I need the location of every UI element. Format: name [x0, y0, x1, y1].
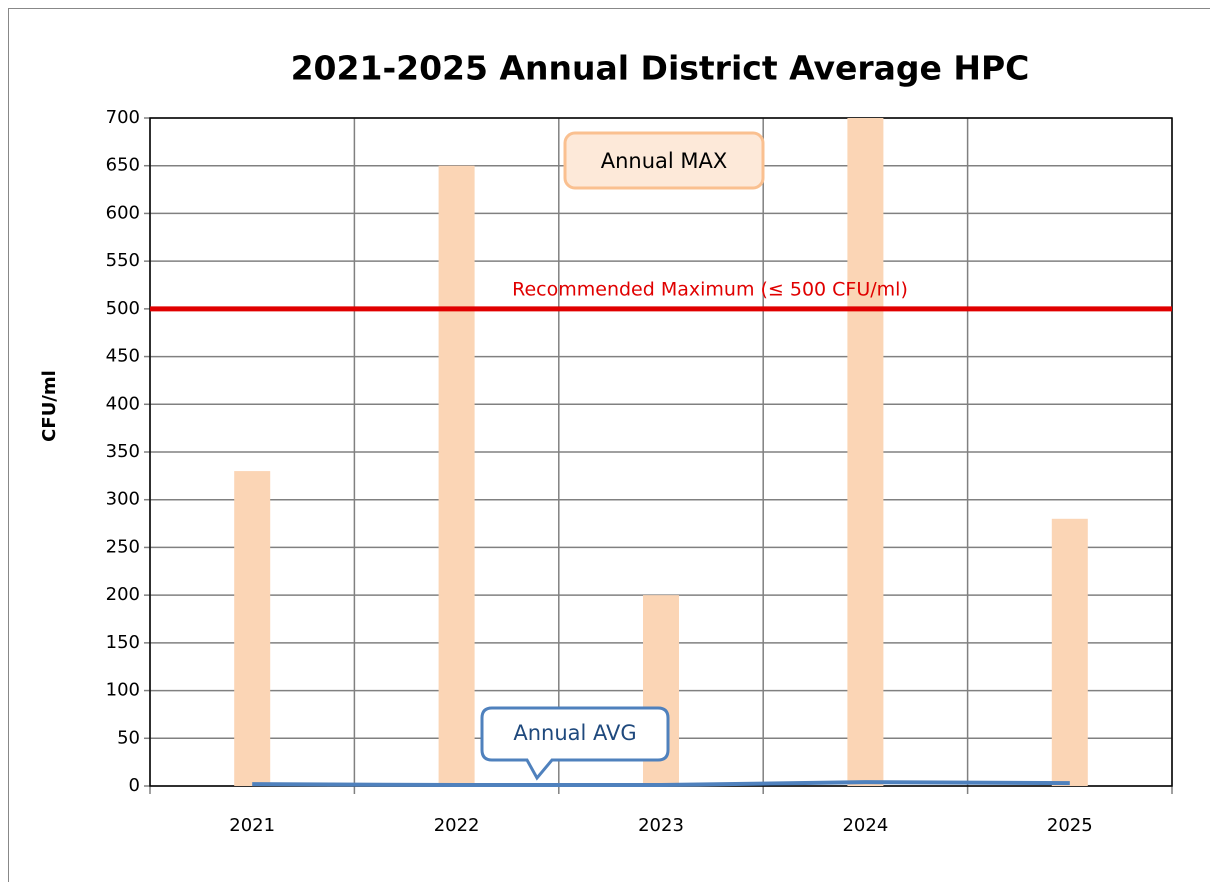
y-tick-label: 0 [129, 775, 140, 796]
callout-max-label: Annual MAX [601, 149, 728, 173]
bar [1051, 518, 1088, 786]
y-tick-label: 550 [106, 250, 140, 271]
y-axis-label: CFU/ml [39, 370, 60, 442]
y-tick-label: 400 [106, 393, 140, 414]
bar [438, 165, 475, 786]
y-tick-label: 600 [106, 202, 140, 223]
y-tick-label: 650 [106, 155, 140, 176]
y-tick-label: 100 [106, 680, 140, 701]
x-tick-label: 2024 [842, 815, 888, 836]
chart-title: 2021-2025 Annual District Average HPC [291, 49, 1030, 88]
y-tick-label: 200 [106, 584, 140, 605]
y-tick-label: 150 [106, 632, 140, 653]
x-tick-label: 2025 [1047, 815, 1093, 836]
callout-avg-label: Annual AVG [513, 721, 636, 745]
callout-max [563, 131, 765, 190]
bar [847, 118, 884, 786]
y-tick-label: 500 [106, 298, 140, 319]
x-tick-label: 2023 [638, 815, 684, 836]
y-tick-label: 250 [106, 536, 140, 557]
y-tick-label: 350 [106, 441, 140, 462]
x-tick-label: 2022 [434, 815, 480, 836]
y-tick-label: 50 [117, 727, 140, 748]
y-tick-label: 300 [106, 489, 140, 510]
line [252, 780, 1070, 788]
reference-label: Recommended Maximum (≤ 500 CFU/ml) [512, 278, 908, 300]
x-tick-label: 2021 [229, 815, 275, 836]
bar [234, 471, 271, 786]
y-tick-label: 700 [106, 107, 140, 128]
y-tick-label: 450 [106, 346, 140, 367]
callout-avg [480, 706, 670, 781]
